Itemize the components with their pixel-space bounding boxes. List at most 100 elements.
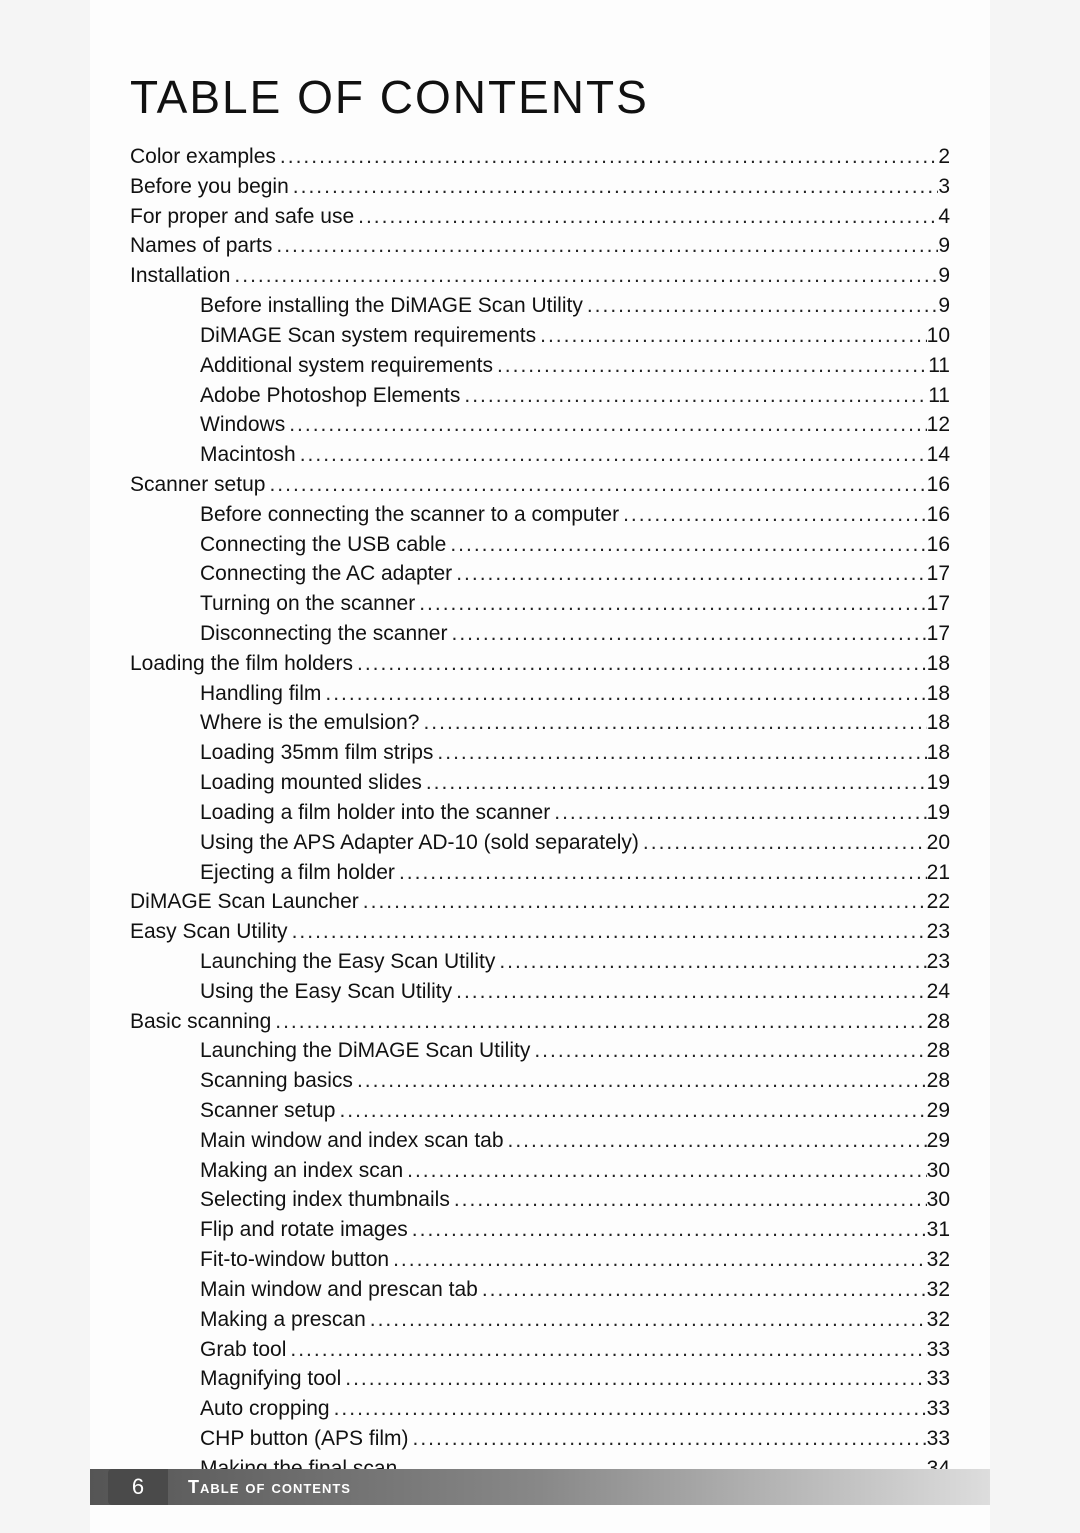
toc-entry[interactable]: Before you begin........................…: [130, 172, 950, 202]
toc-entry-label: Disconnecting the scanner: [200, 619, 447, 649]
toc-entry-label: Making an index scan: [200, 1156, 403, 1186]
toc-leader-dots: ........................................…: [366, 1305, 927, 1335]
toc-leader-dots: ........................................…: [354, 202, 938, 232]
toc-entry[interactable]: Turning on the scanner..................…: [130, 589, 950, 619]
toc-entry-label: Launching the DiMAGE Scan Utility: [200, 1036, 530, 1066]
toc-entry[interactable]: Windows.................................…: [130, 410, 950, 440]
toc-entry[interactable]: Scanner setup...........................…: [130, 1096, 950, 1126]
toc-entry[interactable]: Ejecting a film holder..................…: [130, 858, 950, 888]
toc-entry-page: 11: [928, 381, 950, 411]
toc-leader-dots: ........................................…: [289, 172, 939, 202]
toc-entry[interactable]: Launching the Easy Scan Utility.........…: [130, 947, 950, 977]
toc-entry[interactable]: DiMAGE Scan system requirements.........…: [130, 321, 950, 351]
toc-leader-dots: ........................................…: [450, 1185, 927, 1215]
toc-entry-label: Where is the emulsion?: [200, 708, 419, 738]
toc-leader-dots: ........................................…: [550, 798, 926, 828]
toc-entry[interactable]: Connecting the AC adapter...............…: [130, 559, 950, 589]
toc-entry-page: 22: [927, 887, 950, 917]
toc-entry-label: Auto cropping: [200, 1394, 330, 1424]
toc-entry[interactable]: Connecting the USB cable................…: [130, 530, 950, 560]
toc-entry[interactable]: Grab tool...............................…: [130, 1335, 950, 1365]
toc-entry[interactable]: Macintosh...............................…: [130, 440, 950, 470]
toc-entry-page: 32: [927, 1305, 950, 1335]
toc-entry-label: Before you begin: [130, 172, 289, 202]
toc-entry[interactable]: Using the APS Adapter AD-10 (sold separa…: [130, 828, 950, 858]
toc-entry-page: 17: [927, 589, 950, 619]
toc-entry[interactable]: Launching the DiMAGE Scan Utility.......…: [130, 1036, 950, 1066]
toc-leader-dots: ........................................…: [415, 589, 926, 619]
toc-entry-page: 18: [927, 649, 950, 679]
toc-entry-label: Loading mounted slides: [200, 768, 422, 798]
toc-entry[interactable]: Flip and rotate images..................…: [130, 1215, 950, 1245]
toc-entry[interactable]: Color examples..........................…: [130, 142, 950, 172]
toc-entry-page: 23: [927, 947, 950, 977]
toc-entry[interactable]: Handling film...........................…: [130, 679, 950, 709]
document-page: TABLE OF CONTENTS Color examples........…: [90, 0, 990, 1533]
toc-entry[interactable]: Making an index scan....................…: [130, 1156, 950, 1186]
toc-entry[interactable]: Basic scanning..........................…: [130, 1007, 950, 1037]
toc-entry[interactable]: Where is the emulsion?..................…: [130, 708, 950, 738]
toc-entry-page: 16: [927, 500, 950, 530]
toc-entry[interactable]: Auto cropping...........................…: [130, 1394, 950, 1424]
toc-leader-dots: ........................................…: [330, 1394, 927, 1424]
toc-entry[interactable]: Scanner setup...........................…: [130, 470, 950, 500]
toc-entry[interactable]: Scanning basics.........................…: [130, 1066, 950, 1096]
toc-entry[interactable]: Additional system requirements..........…: [130, 351, 950, 381]
toc-leader-dots: ........................................…: [639, 828, 927, 858]
toc-entry-label: Turning on the scanner: [200, 589, 415, 619]
toc-leader-dots: ........................................…: [272, 231, 938, 261]
toc-entry-label: Flip and rotate images: [200, 1215, 408, 1245]
toc-entry[interactable]: Main window and prescan tab.............…: [130, 1275, 950, 1305]
toc-entry[interactable]: Using the Easy Scan Utility.............…: [130, 977, 950, 1007]
toc-leader-dots: ........................................…: [353, 649, 927, 679]
toc-entry[interactable]: Loading mounted slides..................…: [130, 768, 950, 798]
toc-entry[interactable]: Loading 35mm film strips................…: [130, 738, 950, 768]
toc-entry[interactable]: Magnifying tool.........................…: [130, 1364, 950, 1394]
toc-entry[interactable]: DiMAGE Scan Launcher....................…: [130, 887, 950, 917]
toc-entry-label: Selecting index thumbnails: [200, 1185, 450, 1215]
toc-entry-page: 18: [927, 708, 950, 738]
toc-entry-label: Using the Easy Scan Utility: [200, 977, 452, 1007]
toc-entry-label: Color examples: [130, 142, 276, 172]
toc-entry-label: Connecting the USB cable: [200, 530, 446, 560]
toc-entry[interactable]: Before installing the DiMAGE Scan Utilit…: [130, 291, 950, 321]
toc-entry-page: 31: [927, 1215, 950, 1245]
toc-entry[interactable]: Before connecting the scanner to a compu…: [130, 500, 950, 530]
toc-entry-label: Additional system requirements: [200, 351, 493, 381]
toc-entry-label: Handling film: [200, 679, 321, 709]
toc-entry-label: Launching the Easy Scan Utility: [200, 947, 495, 977]
toc-entry[interactable]: Disconnecting the scanner...............…: [130, 619, 950, 649]
toc-entry[interactable]: CHP button (APS film)...................…: [130, 1424, 950, 1454]
toc-entry[interactable]: Loading the film holders................…: [130, 649, 950, 679]
toc-entry[interactable]: Adobe Photoshop Elements................…: [130, 381, 950, 411]
toc-entry-page: 28: [927, 1066, 950, 1096]
toc-entry-label: Connecting the AC adapter: [200, 559, 452, 589]
toc-leader-dots: ........................................…: [583, 291, 938, 321]
toc-leader-dots: ........................................…: [504, 1126, 927, 1156]
toc-entry[interactable]: For proper and safe use.................…: [130, 202, 950, 232]
toc-entry[interactable]: Easy Scan Utility.......................…: [130, 917, 950, 947]
toc-entry-label: Scanning basics: [200, 1066, 353, 1096]
toc-entry[interactable]: Installation............................…: [130, 261, 950, 291]
toc-entry[interactable]: Making a prescan........................…: [130, 1305, 950, 1335]
toc-leader-dots: ........................................…: [271, 1007, 926, 1037]
toc-entry-label: Loading the film holders: [130, 649, 353, 679]
toc-entry-label: For proper and safe use: [130, 202, 354, 232]
toc-entry[interactable]: Loading a film holder into the scanner..…: [130, 798, 950, 828]
toc-leader-dots: ........................................…: [478, 1275, 927, 1305]
toc-leader-dots: ........................................…: [230, 261, 938, 291]
toc-entry-page: 16: [927, 470, 950, 500]
toc-leader-dots: ........................................…: [395, 858, 927, 888]
toc-entry[interactable]: Names of parts..........................…: [130, 231, 950, 261]
toc-entry[interactable]: Selecting index thumbnails..............…: [130, 1185, 950, 1215]
toc-entry-page: 33: [927, 1364, 950, 1394]
toc-entry-label: Basic scanning: [130, 1007, 271, 1037]
toc-entry-page: 33: [927, 1394, 950, 1424]
toc-entry-page: 9: [938, 231, 950, 261]
toc-entry[interactable]: Fit-to-window button....................…: [130, 1245, 950, 1275]
toc-entry-page: 21: [927, 858, 950, 888]
toc-entry[interactable]: Main window and index scan tab..........…: [130, 1126, 950, 1156]
toc-entry-page: 28: [927, 1036, 950, 1066]
toc-entry-page: 10: [927, 321, 950, 351]
toc-entry-label: Installation: [130, 261, 230, 291]
